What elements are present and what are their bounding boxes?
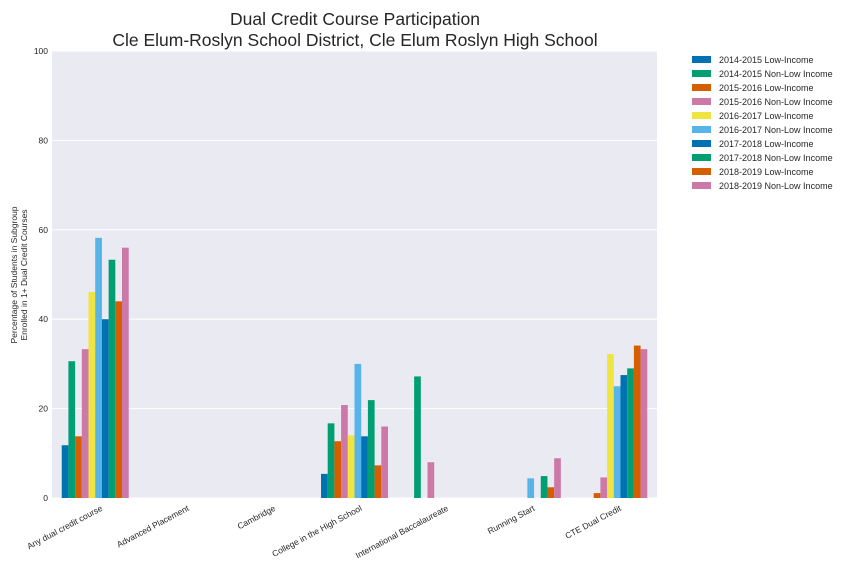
legend-swatch — [692, 56, 711, 63]
chart-subtitle: Cle Elum-Roslyn School District, Cle Elu… — [112, 30, 597, 50]
bar — [115, 301, 123, 498]
legend-swatch — [692, 140, 711, 147]
bar — [122, 247, 129, 498]
legend-swatch — [692, 98, 711, 105]
y-tick-label: 60 — [39, 225, 49, 235]
bar — [620, 375, 628, 498]
bar — [554, 458, 561, 498]
bar — [593, 493, 601, 498]
y-axis-label-line2: Enrolled in 1+ Dual Credit Courses — [19, 209, 29, 340]
legend-label: 2017-2018 Low-Income — [719, 139, 814, 149]
x-tick-label: International Baccalaureate — [354, 503, 450, 561]
x-tick-label: Running Start — [486, 503, 537, 537]
bar — [334, 441, 342, 498]
bar — [540, 476, 548, 498]
bar — [600, 477, 608, 498]
bar — [640, 349, 648, 498]
legend-label: 2016-2017 Non-Low Income — [719, 125, 833, 135]
legend-label: 2014-2015 Non-Low Income — [719, 69, 833, 79]
bar — [95, 237, 102, 498]
bar — [101, 319, 109, 498]
x-tick-label: Advanced Placement — [115, 503, 191, 550]
y-tick-label: 100 — [34, 46, 48, 56]
legend-swatch — [692, 126, 711, 133]
x-tick-label: Cambridge — [236, 503, 278, 531]
bar — [321, 473, 328, 498]
y-tick-labels: 0 20 40 60 80 100 — [34, 46, 48, 503]
legend-swatch — [692, 168, 711, 175]
y-tick-label: 20 — [39, 404, 49, 414]
legend-label: 2014-2015 Low-Income — [719, 55, 814, 65]
legend-label: 2018-2019 Low-Income — [719, 167, 814, 177]
bar — [81, 349, 89, 498]
bar — [341, 405, 348, 498]
bar — [354, 363, 362, 498]
x-tick-label: CTE Dual Credit — [563, 503, 623, 541]
bar — [547, 487, 555, 498]
bar — [327, 423, 335, 498]
bar — [427, 462, 435, 498]
chart-title: Dual Credit Course Participation — [230, 9, 480, 29]
bar — [347, 435, 355, 498]
legend-swatch — [692, 70, 711, 77]
bar — [627, 368, 634, 498]
bar — [68, 361, 76, 498]
bar — [374, 465, 382, 498]
bar — [607, 354, 614, 498]
bar — [361, 436, 368, 498]
bar — [613, 386, 621, 498]
legend-label: 2018-2019 Non-Low Income — [719, 181, 833, 191]
legend-swatch — [692, 112, 711, 119]
bar — [381, 426, 388, 498]
y-tick-label: 80 — [39, 135, 49, 145]
legend-label: 2015-2016 Non-Low Income — [719, 97, 833, 107]
x-tick-label: College in the High School — [270, 503, 363, 559]
y-tick-label: 40 — [39, 314, 49, 324]
bar — [75, 436, 82, 498]
bar — [414, 376, 421, 498]
bar — [61, 445, 69, 498]
legend-swatch — [692, 154, 711, 161]
legend-label: 2016-2017 Low-Income — [719, 111, 814, 121]
y-axis-label-line1: Percentage of Students in Subgroup — [9, 206, 19, 343]
legend-swatch — [692, 182, 711, 189]
legend-label: 2017-2018 Non-Low Income — [719, 153, 833, 163]
legend-swatch — [692, 84, 711, 91]
bar — [633, 345, 641, 498]
bar — [88, 291, 96, 498]
bar — [367, 400, 375, 498]
bar — [527, 478, 535, 498]
bars — [61, 237, 648, 498]
x-tick-label: Any dual credit course — [25, 503, 104, 551]
legend-label: 2015-2016 Low-Income — [719, 83, 814, 93]
x-tick-labels: Any dual credit course Advanced Placement… — [25, 503, 623, 561]
bar — [108, 259, 116, 498]
legend: 2014-2015 Low-Income 2014-2015 Non-Low In… — [692, 55, 833, 191]
y-tick-label: 0 — [43, 493, 48, 503]
